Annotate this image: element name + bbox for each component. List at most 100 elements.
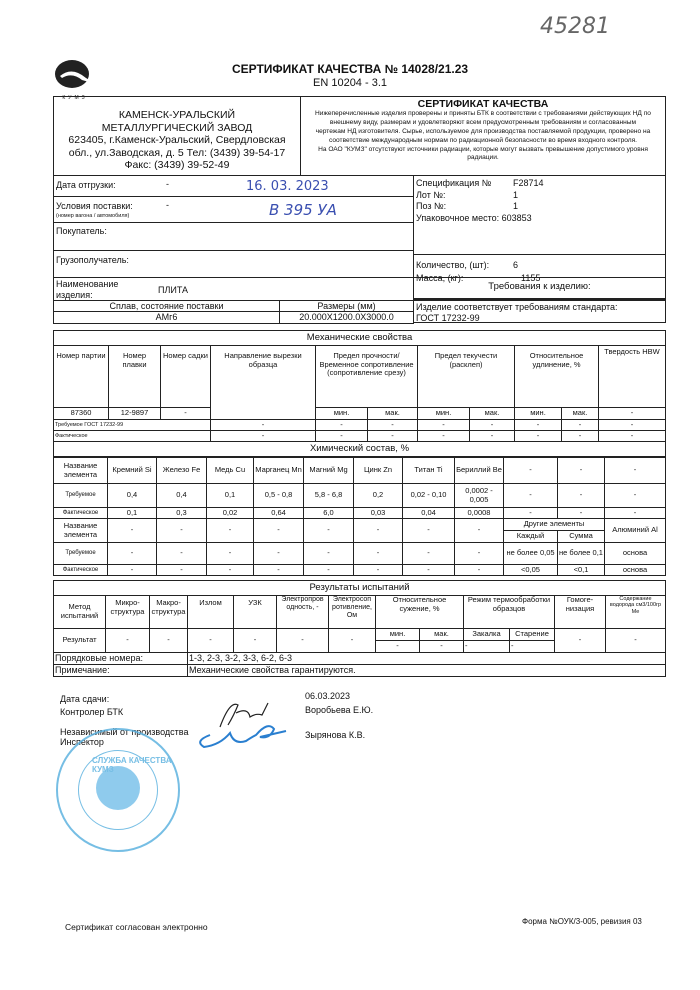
header-yield-strength: Предел текучести (расклеп)	[417, 345, 515, 408]
cell: -	[156, 542, 207, 565]
spec-value: F28714	[513, 178, 544, 188]
shipment-date-handwritten: 16. 03. 2023	[246, 179, 329, 194]
shipment-date-row: Дата отгрузки: - 16. 03. 2023	[53, 175, 414, 197]
cell: -	[303, 542, 354, 565]
quench-label: Закалка	[463, 628, 510, 641]
order-numbers-label: Порядковые номера:	[53, 652, 188, 665]
cell: -	[514, 419, 562, 431]
inspector-name: Зырянова К.В.	[305, 730, 366, 740]
alloy-value: АМг6	[53, 311, 280, 324]
cell: -	[598, 430, 666, 442]
min-label: мин.	[417, 407, 470, 420]
cell: -	[206, 564, 254, 576]
cell: -	[367, 419, 418, 431]
cell: -	[206, 542, 254, 565]
mechanical-title: Механические свойства	[53, 330, 666, 346]
element-name: Медь Cu	[206, 457, 254, 484]
requirements-label: Требования к изделию:	[413, 277, 666, 301]
element-name: Титан Ti	[402, 457, 455, 484]
vehicle-number-handwritten: В 395 УА	[269, 201, 337, 219]
size-value: 20.000X1200.0X3000.0	[279, 311, 414, 324]
certificate-title: СЕРТИФИКАТ КАЧЕСТВА № 14028/21.23	[231, 62, 469, 76]
element-name: Марганец Mn	[253, 457, 304, 484]
cell: -	[353, 564, 403, 576]
cell: -	[402, 564, 455, 576]
pack-label: Упаковочное место:	[416, 212, 500, 223]
mechanical-properties-table: Механические свойства Номер партии Номер…	[53, 330, 666, 457]
alloy-label: Сплав, состояние поставки	[53, 299, 280, 313]
cell: -	[253, 564, 304, 576]
standard-label: Изделие соответствует требованиям станда…	[416, 302, 618, 312]
max-label: мак.	[419, 628, 464, 641]
header-microstructure: Микро-структура	[105, 595, 150, 629]
product-row: Наименование изделия: ПЛИТА	[53, 277, 414, 301]
buyer-label: Покупатель:	[56, 226, 107, 236]
required-value: 0,02 - 0,10	[402, 483, 455, 508]
order-numbers-value: 1-3, 2-3, 3-2, 3-3, 6-2, 6-3	[187, 652, 666, 665]
signatures	[199, 702, 287, 749]
header-elongation: Относительное удлинение, %	[514, 345, 599, 408]
batch-number: 87360	[53, 407, 109, 420]
quality-service-stamp: СЛУЖБА КАЧЕСТВА КУМЗ	[56, 728, 180, 852]
quantity-label: Количество, (шт):	[416, 260, 490, 270]
cell: -	[367, 430, 418, 442]
actual-label: Фактическое	[53, 507, 108, 519]
aluminium-required: основа	[604, 542, 666, 565]
header-batch: Номер партии	[53, 345, 109, 408]
cell: -	[303, 564, 354, 576]
chemical-title: Химический состав, %	[53, 441, 666, 457]
mech-actual-row: Фактическое --------	[53, 430, 666, 442]
min-label: мин.	[375, 628, 420, 641]
electronic-approval-note: Сертификат согласован электронно	[65, 922, 208, 932]
cell: -	[315, 430, 368, 442]
required-label: Требуемое	[53, 542, 108, 565]
actual-label: Фактическое	[53, 430, 211, 442]
results-title: Результаты испытаний	[53, 580, 666, 596]
cell: -	[315, 419, 368, 431]
header-ultrasonic: УЗК	[233, 595, 277, 629]
other-elements-label: Другие элементы	[503, 518, 605, 531]
element-name: Бериллий Be	[454, 457, 504, 484]
max-label: мак.	[367, 407, 418, 420]
cell: -	[233, 628, 277, 653]
delivery-terms-dash: -	[166, 200, 169, 210]
element-name: Кремний Si	[107, 457, 157, 484]
header-tensile-strength: Предел прочности/ Временное сопротивлени…	[315, 345, 418, 408]
aluminium-label: Алюминий Al	[604, 518, 666, 543]
statement-radiation: На ОАО "КУМЗ" отсутствуют источники ради…	[318, 145, 648, 162]
actual-value: 0,03	[353, 507, 403, 519]
cell: -	[469, 419, 515, 431]
sum-required: не более 0,1	[557, 542, 605, 565]
cell: -	[156, 518, 207, 543]
header-conductivity: Электропров одность, -	[276, 595, 329, 629]
cell: -	[107, 542, 157, 565]
cell: -	[417, 419, 470, 431]
cell: -	[107, 564, 157, 576]
required-label: Требуемое	[53, 483, 108, 508]
required-value: 5,8 - 6,8	[303, 483, 354, 508]
element-name: Цинк Zn	[353, 457, 403, 484]
required-label: Требуемое ГОСТ 17232-99	[53, 419, 211, 431]
company-logo: КУМЗ	[52, 58, 98, 101]
cell: -	[561, 419, 599, 431]
cell: -	[509, 640, 555, 653]
cell: -	[353, 518, 403, 543]
consignee-row: Грузополучатель:	[53, 250, 414, 278]
delivery-terms-row: Условия поставки: (номер вагона / автомо…	[53, 196, 414, 223]
cell: -	[402, 518, 455, 543]
product-name: ПЛИТА	[158, 285, 189, 295]
alloy-size-table: Сплав, состояние поставки Размеры (мм) АМ…	[53, 299, 414, 324]
cell: -	[210, 419, 316, 431]
actual-value: -	[604, 507, 666, 519]
actual-value: 0,64	[253, 507, 304, 519]
standard-block: Изделие соответствует требованиям станда…	[413, 300, 666, 323]
cell: -	[463, 640, 510, 653]
size-label: Размеры (мм)	[279, 299, 414, 313]
cell: -	[514, 430, 562, 442]
cell: -	[402, 542, 455, 565]
mech-required-row: Требуемое ГОСТ 17232-99 --------	[53, 419, 666, 431]
cell: -	[598, 419, 666, 431]
hardness-value: -	[598, 407, 666, 420]
cell: -	[454, 518, 504, 543]
required-value: 0,0002 - 0,005	[454, 483, 504, 508]
